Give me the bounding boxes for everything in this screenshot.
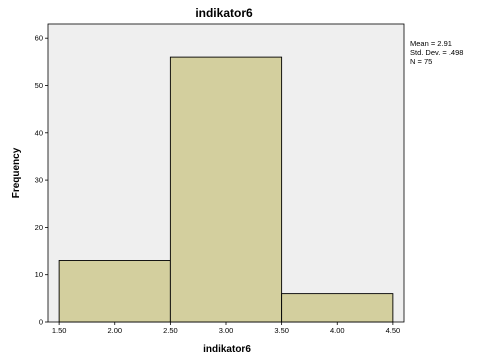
y-tick-label-6: 60 [35, 34, 43, 43]
bars-group [58, 56, 394, 323]
chart-title: indikator6 [195, 6, 253, 20]
x-tick-label-3: 3.00 [219, 326, 234, 335]
y-tick-label-2: 20 [35, 223, 43, 232]
x-tick-label-1: 2.00 [107, 326, 122, 335]
histogram-bar-2 [281, 293, 394, 323]
stats-std-dev: Std. Dev. = .498 [410, 48, 463, 57]
x-tick-label-2: 2.50 [163, 326, 178, 335]
x-tick-label-4: 3.50 [274, 326, 289, 335]
y-axis: 0 10 20 30 40 50 60 [35, 34, 48, 327]
y-tick-label-3: 30 [35, 176, 43, 185]
stats-box: Mean = 2.91 Std. Dev. = .498 N = 75 [410, 39, 463, 66]
y-tick-label-0: 0 [39, 318, 43, 327]
histogram-bar-1 [169, 56, 283, 323]
x-tick-label-5: 4.00 [330, 326, 345, 335]
histogram-bar-0 [58, 260, 171, 323]
x-axis-label: indikator6 [203, 344, 251, 355]
x-axis: 1.50 2.00 2.50 3.00 3.50 4.00 4.50 [52, 322, 400, 335]
stats-mean: Mean = 2.91 [410, 39, 452, 48]
y-tick-label-4: 40 [35, 128, 43, 137]
y-tick-label-1: 10 [35, 270, 43, 279]
y-axis-label: Frequency [11, 147, 22, 198]
x-tick-label-6: 4.50 [386, 326, 401, 335]
x-tick-label-0: 1.50 [52, 326, 67, 335]
y-tick-label-5: 50 [35, 81, 43, 90]
stats-n: N = 75 [410, 57, 432, 66]
